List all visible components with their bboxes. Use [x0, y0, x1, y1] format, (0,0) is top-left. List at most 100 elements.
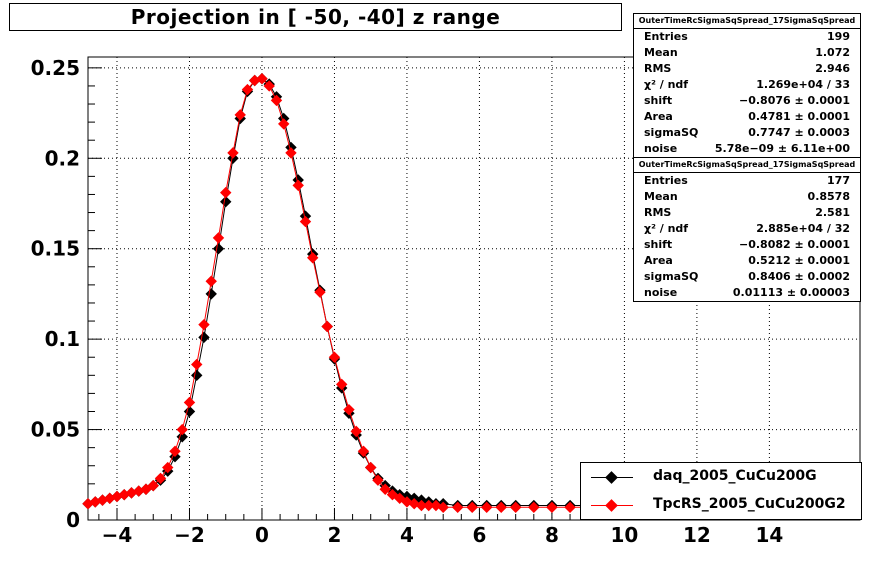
series-line-1	[87, 78, 589, 508]
data-point	[564, 501, 576, 514]
data-point	[466, 501, 478, 514]
stats-label: shift	[644, 94, 673, 107]
data-point	[270, 94, 283, 107]
x-tick-label: 4	[400, 523, 414, 547]
data-point	[480, 501, 493, 514]
legend: daq_2005_CuCu200G TpcRS_2005_CuCu200G2	[580, 462, 862, 520]
x-tick-label: 2	[327, 523, 341, 547]
data-point	[451, 501, 464, 514]
legend-entry-daq: daq_2005_CuCu200G	[581, 465, 861, 491]
stats-label: sigmaSQ	[644, 126, 699, 139]
data-point	[220, 195, 232, 208]
data-point	[364, 461, 377, 474]
x-tick-label: 14	[755, 523, 783, 547]
data-point	[321, 320, 333, 333]
stats-value: 0.8578	[807, 190, 850, 203]
data-point	[292, 179, 304, 192]
data-point	[528, 501, 540, 514]
x-tick-label: −4	[102, 523, 133, 547]
stats-row: sigmaSQ 0.7747 ± 0.0003	[634, 125, 860, 141]
data-point	[176, 423, 188, 436]
stats-label: RMS	[644, 206, 672, 219]
stats-row: RMS 2.946	[634, 61, 860, 77]
stats-row: shift −0.8082 ± 0.0001	[634, 237, 860, 253]
y-tick-label: 0.15	[31, 237, 80, 261]
data-point	[183, 396, 196, 409]
data-point	[234, 109, 246, 121]
data-point	[169, 445, 181, 457]
data-point	[495, 501, 507, 514]
stats-row: Entries 177	[634, 173, 860, 189]
data-point	[191, 369, 203, 382]
data-point	[205, 275, 217, 287]
data-point	[198, 318, 210, 331]
stats-row: sigmaSQ 0.8406 ± 0.0002	[634, 269, 860, 285]
stats-label: noise	[644, 142, 678, 155]
series-line-0	[87, 78, 589, 506]
stats-label: RMS	[644, 62, 672, 75]
data-point	[205, 288, 217, 300]
data-point	[212, 232, 225, 244]
stats-value: 177	[827, 174, 850, 187]
data-point	[198, 331, 210, 344]
data-point	[285, 147, 297, 159]
stats-label: Area	[644, 254, 673, 267]
stats-label: χ² / ndf	[644, 78, 689, 91]
data-point	[256, 72, 268, 85]
stats-value: 0.01113 ± 0.00003	[732, 286, 850, 299]
legend-label: TpcRS_2005_CuCu200G2	[653, 496, 846, 512]
x-tick-label: −2	[174, 523, 205, 547]
data-point	[509, 501, 522, 514]
stats-row: RMS 2.581	[634, 205, 860, 221]
data-point	[140, 483, 152, 495]
stats-value: −0.8076 ± 0.0001	[739, 94, 850, 107]
data-point	[263, 80, 275, 92]
chart-title: Projection in [ -50, -40] z range	[9, 3, 622, 31]
stats-row: Area 0.4781 ± 0.0001	[634, 109, 860, 125]
stats-row: χ² / ndf 2.885e+04 / 32	[634, 221, 860, 237]
data-point	[350, 425, 362, 438]
stats-value: 0.8406 ± 0.0002	[748, 270, 850, 283]
y-tick-label: 0.2	[45, 146, 80, 170]
data-point	[147, 479, 159, 492]
stats-row: χ² / ndf 1.269e+04 / 33	[634, 77, 860, 93]
data-point	[546, 501, 558, 514]
data-point	[162, 461, 174, 474]
stats-value: 2.946	[815, 62, 850, 75]
x-tick-label: 6	[472, 523, 486, 547]
data-point	[191, 358, 203, 371]
stats-row: Mean 1.072	[634, 45, 860, 61]
stats-value: 199	[827, 30, 850, 43]
stats-row: Entries 199	[634, 29, 860, 45]
stats-label: Mean	[644, 46, 678, 59]
x-tick-label: 0	[255, 523, 269, 547]
x-tick-label: 12	[683, 523, 711, 547]
diamond-marker-icon	[605, 499, 618, 512]
stats-value: −0.8082 ± 0.0001	[739, 238, 850, 251]
data-point	[314, 286, 326, 298]
data-point	[176, 431, 188, 443]
stats-value: 0.4781 ± 0.0001	[748, 110, 850, 123]
stats-label: χ² / ndf	[644, 222, 689, 235]
stats-row: noise 5.78e−09 ± 6.11e+00	[634, 141, 860, 157]
y-tick-label: 0.1	[45, 327, 80, 351]
legend-entry-tpcrs: TpcRS_2005_CuCu200G2	[581, 493, 861, 519]
stats-value: 2.885e+04 / 32	[756, 222, 850, 235]
diamond-marker-icon	[605, 471, 618, 484]
stats-label: Entries	[644, 174, 688, 187]
stats-value: 0.7747 ± 0.0003	[748, 126, 850, 139]
stats-value: 0.5212 ± 0.0001	[748, 254, 850, 267]
data-point	[278, 118, 290, 130]
stats-label: Entries	[644, 30, 688, 43]
stats-label: sigmaSQ	[644, 270, 699, 283]
data-point	[154, 472, 167, 485]
data-point	[299, 215, 312, 228]
stats-box-tpcrs: OuterTimeRcSigmaSqSpread_17SigmaSqSpread…	[633, 157, 861, 302]
stats-header: OuterTimeRcSigmaSqSpread_17SigmaSqSpread	[634, 14, 860, 29]
stats-box-daq: OuterTimeRcSigmaSqSpread_17SigmaSqSpread…	[633, 13, 861, 158]
x-tick-label: 8	[545, 523, 559, 547]
data-point	[328, 351, 341, 363]
data-point	[357, 445, 370, 457]
stats-value: 1.269e+04 / 33	[756, 78, 850, 91]
